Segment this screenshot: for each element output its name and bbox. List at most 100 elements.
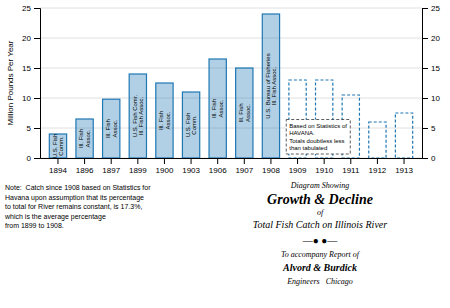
bar <box>182 92 199 158</box>
bars <box>49 14 412 158</box>
tick-mark <box>84 158 85 164</box>
axis-line <box>423 9 429 159</box>
tick: 1910 <box>315 158 333 175</box>
tick-label: 1894 <box>49 166 67 175</box>
bar-label-group: Ill. FishAssoc. <box>105 119 118 138</box>
bar-label: U.S. FishComm. <box>185 113 198 138</box>
tick-label: 0 <box>27 154 32 163</box>
tick: 25 <box>22 4 40 13</box>
tick: 15 <box>422 64 440 73</box>
tick: 10 <box>422 94 440 103</box>
bar-label-group: Ill. FishAssoc. <box>158 111 171 130</box>
tick-mark <box>217 158 218 164</box>
tick-label: 1906 <box>209 166 227 175</box>
bar <box>156 83 173 158</box>
tick-label: 1913 <box>395 166 413 175</box>
tick: 5 <box>27 124 40 133</box>
tick-label: 1899 <box>129 166 147 175</box>
tick: 1909 <box>289 158 307 175</box>
tick-label: 1903 <box>182 166 200 175</box>
bar-label-group: Ill. FishAssoc. <box>238 103 251 122</box>
tick-label: 10 <box>22 94 31 103</box>
bar-label: Ill. FishAssoc. <box>158 111 171 130</box>
bar <box>103 99 120 158</box>
y2-axis: 0510152025 <box>422 4 440 163</box>
bar-label-group: U.S. Bureau of FisheriesIll. Fish Assoc. <box>265 53 278 118</box>
title: Growth & Decline <box>267 192 373 207</box>
tick-mark <box>34 38 40 39</box>
tick: 0 <box>27 154 40 163</box>
tick: 1908 <box>262 158 280 175</box>
bar-label: Ill. FishAssoc. <box>78 129 91 148</box>
tick-mark <box>244 158 245 164</box>
tick-label: 25 <box>22 4 31 13</box>
tick-mark <box>422 158 428 159</box>
bar-dashed <box>369 122 386 158</box>
subtitle: Alvord & Burdick <box>282 262 357 273</box>
grid <box>40 8 422 158</box>
bar-label: Ill. FishAssoc. <box>211 99 224 118</box>
note: Note: Catch since 1908 based on Statisti… <box>4 184 151 229</box>
tick: 20 <box>422 34 440 43</box>
bar-label-group: Ill. FishAssoc. <box>211 99 224 118</box>
x-axis: 1894189618971899190019031906190719081909… <box>41 158 423 175</box>
tick-mark <box>422 128 428 129</box>
tick-mark <box>191 158 192 164</box>
bar-label: Ill. FishAssoc. <box>105 119 118 138</box>
grid-line <box>40 158 422 159</box>
tick-mark <box>297 158 298 164</box>
bar <box>129 74 146 158</box>
title: Total Fish Catch on Illinois River <box>253 219 387 230</box>
y-axis: 0 5 10 15 20 25 <box>22 4 40 163</box>
tick-mark <box>34 128 40 129</box>
tick-mark <box>422 68 428 69</box>
tick: 1896 <box>76 158 94 175</box>
axis-line <box>34 9 41 159</box>
bar <box>262 14 279 158</box>
tick: 1912 <box>369 158 387 175</box>
subtitle: Engineers Chicago <box>286 277 353 286</box>
tick-mark <box>270 158 271 164</box>
y-label: Million Pounds Per Year <box>6 40 15 125</box>
tick-mark <box>422 98 428 99</box>
bar-dashed <box>395 113 412 158</box>
tick-label: 1909 <box>289 166 307 175</box>
tick: 20 <box>22 34 40 43</box>
annotation-box: Based on Statistics ofHAVANA.Totals doub… <box>286 120 350 155</box>
bar <box>209 59 226 158</box>
tick-label: 1912 <box>369 166 387 175</box>
tick-label: 1897 <box>102 166 120 175</box>
bar-label-group: U.S. FishComm. <box>185 113 198 138</box>
tick-label: 5 <box>431 124 436 133</box>
subtitle: To accompany Report of <box>281 250 361 259</box>
bar-label: U.S. Bureau of FisheriesIll. Fish Assoc. <box>265 53 278 118</box>
tick-mark <box>350 158 351 164</box>
tick-mark <box>377 158 378 164</box>
tick-mark <box>34 8 40 9</box>
tick: 10 <box>22 94 40 103</box>
bar-label: U.S. Fish Comr.Ill. Fish Assoc. <box>132 94 145 137</box>
title: of <box>317 208 325 217</box>
tick: 1913 <box>395 158 413 175</box>
grid-line <box>40 98 422 99</box>
tick-mark <box>164 158 165 164</box>
tick: 1911 <box>342 158 360 175</box>
tick-label: 0 <box>431 154 436 163</box>
tick-label: 1907 <box>235 166 253 175</box>
tick-label: 20 <box>431 34 440 43</box>
tick-mark <box>324 158 325 164</box>
tick: 1899 <box>129 158 147 175</box>
tick-label: 10 <box>431 94 440 103</box>
tick-mark <box>422 8 428 9</box>
tick-label: 15 <box>22 64 31 73</box>
tick-label: 15 <box>431 64 440 73</box>
bar-label: Ill. FishAssoc. <box>238 103 251 122</box>
axis-line <box>41 158 423 159</box>
tick-mark <box>34 98 40 99</box>
bar <box>76 119 93 158</box>
tick: 1903 <box>182 158 200 175</box>
tick-label: 1896 <box>76 166 94 175</box>
tick-mark <box>34 68 40 69</box>
tick-mark <box>404 158 405 164</box>
tick-label: 1908 <box>262 166 280 175</box>
